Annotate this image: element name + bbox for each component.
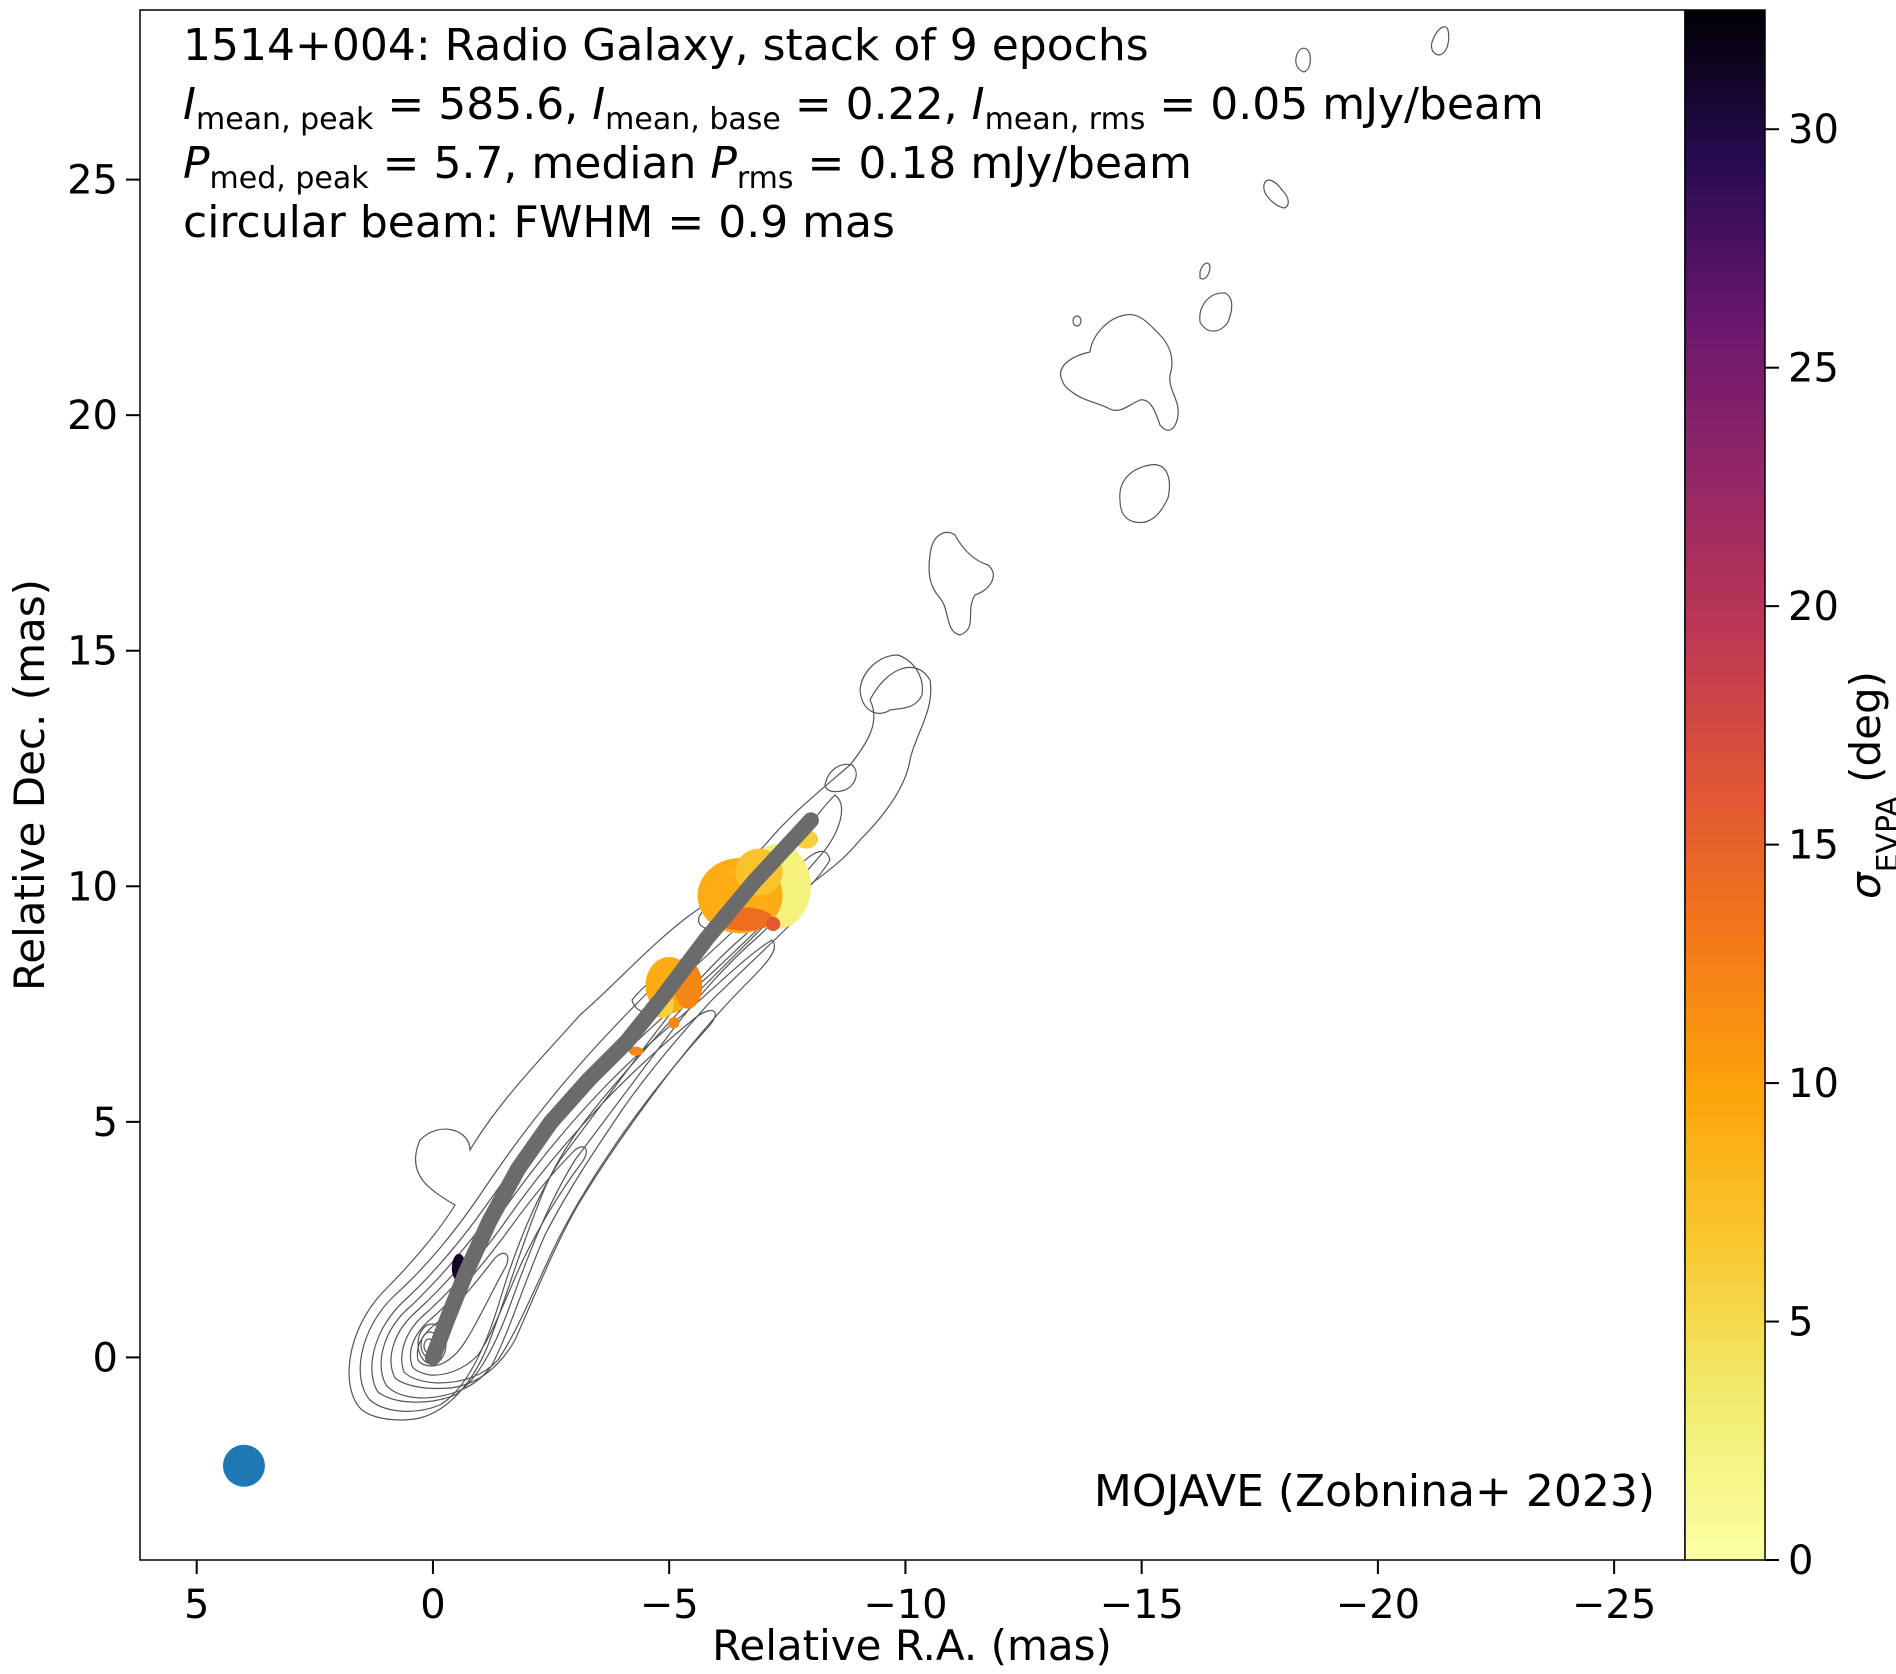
contour-blob-2 bbox=[824, 763, 857, 793]
evpa-sigma-patch-10 bbox=[668, 1017, 680, 1029]
credit-text: MOJAVE (Zobnina+ 2023) bbox=[1094, 1466, 1655, 1517]
contour-blob-1 bbox=[859, 654, 924, 714]
colorbar-title-unit: (deg) bbox=[1841, 671, 1890, 796]
info-line-2-part-6: = 0.22, bbox=[781, 79, 972, 130]
info-line-2-part-3: = 585.6, bbox=[373, 79, 592, 130]
contour-level-6 bbox=[401, 1009, 716, 1384]
x-tick-label: 0 bbox=[420, 1582, 445, 1628]
contour-blob-3 bbox=[928, 531, 994, 636]
info-line-4-part-1: circular beam: FWHM = 0.9 mas bbox=[183, 197, 895, 248]
y-tick-label: 5 bbox=[93, 1100, 118, 1146]
contour-blob-6 bbox=[1072, 315, 1082, 327]
info-line-2-part-7: I bbox=[972, 79, 985, 130]
info-line-2-part-2: mean, peak bbox=[196, 102, 374, 137]
x-tick-label: −5 bbox=[640, 1582, 699, 1628]
contour-blob-11 bbox=[1430, 26, 1450, 56]
x-tick-label: −15 bbox=[1099, 1582, 1183, 1628]
colorbar-tick-label: 15 bbox=[1788, 823, 1839, 869]
evpa-sigma-patch-9 bbox=[629, 1046, 644, 1056]
colorbar-tick-label: 10 bbox=[1788, 1061, 1839, 1107]
contour-blob-8 bbox=[1199, 262, 1211, 280]
info-line-1: 1514+004: Radio Galaxy, stack of 9 epoch… bbox=[183, 20, 1149, 71]
contour-blob-4 bbox=[1119, 464, 1171, 524]
info-line-3-part-4: P bbox=[710, 138, 737, 189]
contour-blob-9 bbox=[1263, 179, 1289, 209]
info-line-2: Imean, peak = 585.6, Imean, base = 0.22,… bbox=[183, 79, 1544, 137]
y-tick-label: 10 bbox=[67, 864, 118, 910]
info-line-4: circular beam: FWHM = 0.9 mas bbox=[183, 197, 895, 248]
beam-marker bbox=[222, 1444, 265, 1487]
info-line-2-part-4: I bbox=[592, 79, 605, 130]
contour-level-3 bbox=[371, 850, 831, 1403]
contour-blob-5 bbox=[1059, 313, 1179, 431]
contour-blob-7 bbox=[1199, 292, 1233, 332]
y-axis-title: Relative Dec. (mas) bbox=[5, 579, 54, 991]
plot-area bbox=[139, 9, 1686, 1561]
colorbar-tick-label: 25 bbox=[1788, 346, 1839, 392]
colorbar-tick-label: 0 bbox=[1788, 1538, 1813, 1584]
colorbar-tick-label: 30 bbox=[1788, 107, 1839, 153]
intensity-contours bbox=[348, 26, 1450, 1421]
colorbar bbox=[1684, 9, 1766, 1561]
info-line-3-part-5: rms bbox=[737, 161, 794, 196]
contour-level-2 bbox=[359, 794, 843, 1412]
evpa-sigma-patch-11 bbox=[766, 916, 781, 932]
colorbar-title-sub: EVPA bbox=[1871, 796, 1896, 873]
info-line-2-part-1: I bbox=[183, 79, 196, 130]
colorbar-title: σEVPA (deg) bbox=[1841, 671, 1896, 899]
colorbar-title-symbol: σ bbox=[1841, 871, 1890, 899]
y-tick-label: 0 bbox=[93, 1335, 118, 1381]
jet-ridgeline bbox=[424, 812, 819, 1366]
info-line-3-part-3: = 5.7, median bbox=[369, 138, 711, 189]
info-line-3-part-2: med, peak bbox=[210, 161, 370, 196]
y-tick-label: 15 bbox=[67, 629, 118, 675]
info-line-3-part-1: P bbox=[183, 138, 210, 189]
contour-blob-10 bbox=[1295, 47, 1311, 73]
colorbar-tick-label: 5 bbox=[1788, 1300, 1813, 1346]
info-line-3: Pmed, peak = 5.7, median Prms = 0.18 mJy… bbox=[183, 138, 1192, 196]
x-tick-label: 5 bbox=[184, 1582, 209, 1628]
info-line-1-part-1: 1514+004: Radio Galaxy, stack of 9 epoch… bbox=[183, 20, 1149, 71]
x-tick-label: −10 bbox=[863, 1582, 947, 1628]
info-line-2-part-5: mean, base bbox=[605, 102, 781, 137]
info-line-2-part-8: mean, rms bbox=[985, 102, 1146, 137]
x-tick-label: −25 bbox=[1572, 1582, 1656, 1628]
info-line-3-part-6: = 0.18 mJy/beam bbox=[794, 138, 1192, 189]
y-tick-label: 20 bbox=[67, 393, 118, 439]
colorbar-tick-label: 20 bbox=[1788, 584, 1839, 630]
x-axis-title: Relative R.A. (mas) bbox=[712, 1621, 1112, 1670]
info-line-2-part-9: = 0.05 mJy/beam bbox=[1145, 79, 1543, 130]
x-tick-label: −20 bbox=[1336, 1582, 1420, 1628]
y-tick-label: 25 bbox=[67, 158, 118, 204]
